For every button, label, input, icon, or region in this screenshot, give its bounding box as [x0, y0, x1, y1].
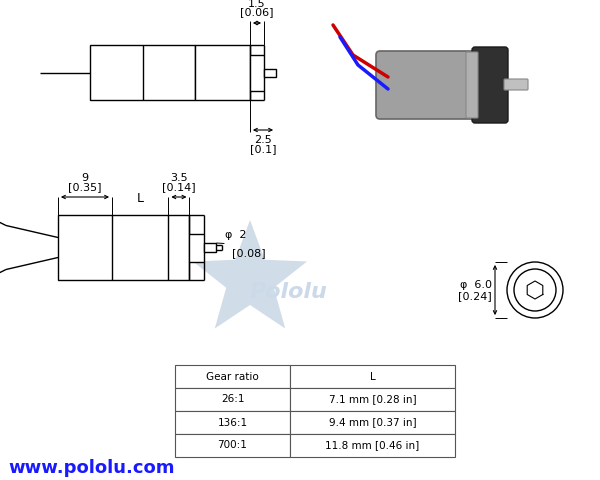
Bar [175, 365, 290, 388]
Text: [0.24]: [0.24] [458, 291, 492, 301]
Text: 700:1: 700:1 [218, 441, 247, 451]
Text: φ  6.0: φ 6.0 [460, 280, 492, 290]
Circle shape [514, 269, 556, 311]
FancyBboxPatch shape [376, 51, 479, 119]
Text: 7.1 mm [0.28 in]: 7.1 mm [0.28 in] [329, 395, 416, 405]
Bar [290, 411, 455, 434]
Text: Pololu: Pololu [249, 282, 327, 302]
Polygon shape [193, 220, 307, 328]
FancyBboxPatch shape [472, 47, 508, 123]
Text: 136:1: 136:1 [217, 418, 248, 428]
Text: φ  2: φ 2 [226, 229, 247, 240]
Text: 11.8 mm [0.46 in]: 11.8 mm [0.46 in] [325, 441, 419, 451]
Bar [175, 411, 290, 434]
Bar [250, 55, 264, 91]
Text: L: L [137, 192, 144, 205]
Text: 9.4 mm [0.37 in]: 9.4 mm [0.37 in] [329, 418, 416, 428]
Bar [290, 434, 455, 457]
Bar [195, 45, 250, 100]
Text: [0.14]: [0.14] [162, 182, 196, 192]
Bar [264, 69, 276, 76]
Text: [0.1]: [0.1] [250, 144, 276, 154]
Text: 1.5: 1.5 [248, 0, 266, 9]
Bar [175, 388, 290, 411]
Bar [290, 365, 455, 388]
Bar [190, 233, 205, 262]
Text: [0.35]: [0.35] [68, 182, 102, 192]
Text: 2.5: 2.5 [254, 135, 272, 145]
Text: [0.08]: [0.08] [232, 249, 266, 259]
Text: Gear ratio: Gear ratio [206, 372, 259, 382]
FancyBboxPatch shape [466, 52, 478, 118]
FancyBboxPatch shape [504, 79, 528, 90]
Circle shape [507, 262, 563, 318]
Text: L: L [370, 372, 376, 382]
Bar [175, 434, 290, 457]
Text: 9: 9 [82, 173, 89, 183]
Bar [290, 388, 455, 411]
Text: 26:1: 26:1 [221, 395, 244, 405]
Bar [58, 215, 190, 280]
Text: 3.5: 3.5 [170, 173, 188, 183]
Bar [90, 45, 195, 100]
Text: www.pololu.com: www.pololu.com [8, 459, 175, 477]
Text: [0.06]: [0.06] [240, 7, 274, 17]
Bar [205, 243, 217, 252]
